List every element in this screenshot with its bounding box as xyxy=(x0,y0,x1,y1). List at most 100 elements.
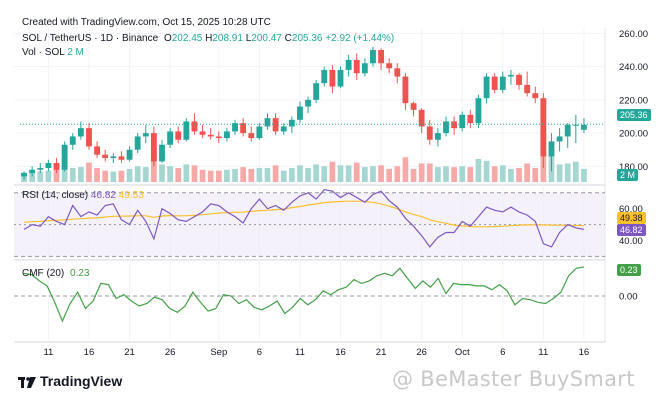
volume-bar xyxy=(45,170,52,182)
cmf-value: 0.23 xyxy=(70,268,90,279)
volume-bar xyxy=(167,166,173,182)
volume-bar xyxy=(443,166,449,182)
rsi-value: 46.82 xyxy=(90,190,116,201)
candle-body xyxy=(118,156,125,160)
x-tick-label: 26 xyxy=(416,347,427,358)
volume-bar xyxy=(483,160,490,182)
candle-body xyxy=(53,163,60,170)
candle-body xyxy=(142,133,149,137)
volume-bar xyxy=(272,165,279,182)
volume-bar xyxy=(61,160,68,182)
candle-body xyxy=(378,49,385,64)
candle-body xyxy=(572,124,579,126)
candle-body xyxy=(499,76,506,90)
rsi-tick-label: 60.00 xyxy=(619,204,643,215)
rsi-tick-label: 40.00 xyxy=(619,236,643,247)
volume-bar xyxy=(467,167,474,182)
candle-body xyxy=(467,114,474,124)
volume-bar xyxy=(362,167,368,182)
x-tick-label: Sep xyxy=(210,347,227,358)
candle-body xyxy=(548,141,555,157)
volume-bar xyxy=(215,170,222,182)
rsi-tag: 46.82 xyxy=(617,224,646,236)
volume-value: 2 M xyxy=(67,47,84,58)
volume-bar xyxy=(508,168,514,182)
x-tick-label: Oct xyxy=(455,347,470,358)
volume-label: Vol · SOL xyxy=(22,47,65,58)
volume-bar xyxy=(313,164,320,182)
candle-body xyxy=(345,59,352,70)
volume-bar xyxy=(224,169,230,182)
volume-bar xyxy=(53,168,60,182)
volume-bar xyxy=(329,161,336,182)
volume-bar xyxy=(110,171,117,182)
volume-bar xyxy=(386,168,393,182)
candle-body xyxy=(94,146,101,155)
x-tick-label: 6 xyxy=(257,347,262,358)
volume-bar xyxy=(524,163,530,182)
price-tag: 205.36 xyxy=(617,109,651,121)
candle-body xyxy=(410,103,417,110)
tradingview-logo: TradingView xyxy=(18,373,122,389)
price-tick-label: 200.00 xyxy=(619,129,648,140)
created-caption: Created with TradingView.com, Oct 15, 20… xyxy=(22,17,271,28)
low-value: 200.47 xyxy=(251,33,282,44)
candle-body xyxy=(556,136,563,142)
candle-body xyxy=(451,121,458,129)
candle-body xyxy=(248,133,255,139)
volume-bar xyxy=(378,165,384,182)
candle-body xyxy=(110,156,117,159)
candle-body xyxy=(256,126,263,139)
candle-body xyxy=(329,69,336,87)
rsi-ma-tag: 49.38 xyxy=(617,212,646,224)
volume-bar xyxy=(118,170,125,182)
volume-tag: 2 M xyxy=(617,169,639,181)
volume-bar xyxy=(491,166,498,182)
candle-body xyxy=(175,131,182,140)
volume-bar xyxy=(499,165,506,182)
candle-body xyxy=(272,118,279,132)
volume-bar xyxy=(394,166,401,182)
cmf-legend: CMF (20) 0.23 xyxy=(22,268,89,279)
candle-body xyxy=(361,63,368,74)
candle-body xyxy=(507,74,514,77)
candle-body xyxy=(61,144,68,170)
candle-body xyxy=(516,74,522,85)
candle-body xyxy=(581,124,587,130)
close-value: 205.36 xyxy=(291,33,323,44)
candle-body xyxy=(215,136,222,139)
volume-bar xyxy=(191,165,198,182)
candle-body xyxy=(402,76,409,104)
candle-body xyxy=(394,68,401,77)
symbol-legend: SOL / TetherUS · 1D · Binance O202.45 H2… xyxy=(22,33,394,44)
open-label: O xyxy=(163,33,172,44)
cmf-tag: 0.23 xyxy=(617,264,641,276)
rsi-ma-value: 49.53 xyxy=(118,190,144,201)
volume-bar xyxy=(248,168,255,182)
candle-body xyxy=(353,59,360,74)
close-label: C xyxy=(284,33,292,44)
volume-bar xyxy=(199,169,206,182)
candle-body xyxy=(524,84,531,94)
rsi-label: RSI (14, close) xyxy=(22,190,89,201)
volume-bar xyxy=(321,166,328,182)
candle-body xyxy=(264,118,271,127)
candle-body xyxy=(443,121,449,134)
candle-body xyxy=(475,98,482,124)
x-tick-label: 21 xyxy=(124,347,135,358)
volume-bar xyxy=(305,168,311,182)
rsi-ma-line xyxy=(24,200,584,228)
candle-body xyxy=(370,49,376,64)
volume-bar xyxy=(353,162,360,182)
x-tick-label: 16 xyxy=(84,347,95,358)
volume-bar xyxy=(451,167,457,182)
candle-body xyxy=(77,128,84,137)
candle-body xyxy=(426,126,433,140)
candle-body xyxy=(37,168,44,170)
volume-bar xyxy=(581,168,587,182)
volume-bar xyxy=(459,166,466,182)
price-tick-label: 260.00 xyxy=(619,29,648,40)
change-value: +2.92 (+1.44%) xyxy=(325,33,395,44)
